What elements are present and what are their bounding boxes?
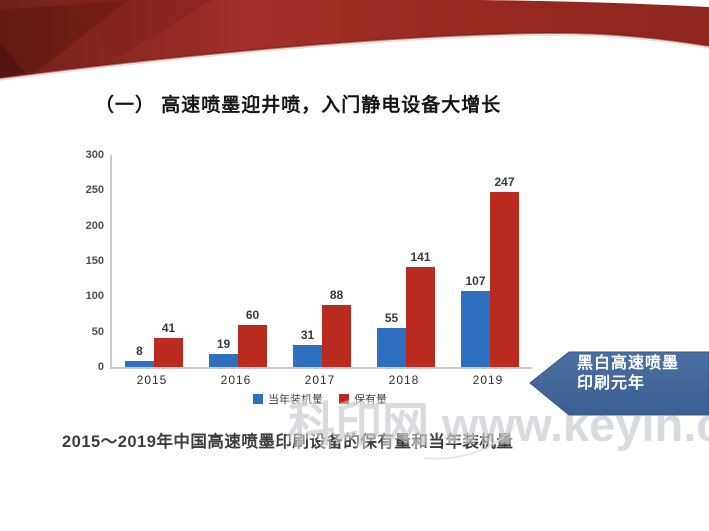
header-red-swoosh <box>0 0 709 81</box>
y-axis-tick-label: 100 <box>85 290 104 303</box>
x-axis-label-2015: 2015 <box>136 373 168 387</box>
chart-legend: 当年装机量 保有量 <box>110 391 530 407</box>
bar-value-label: 141 <box>410 250 431 265</box>
legend-item-当年装机量: 当年装机量 <box>253 391 323 407</box>
bar-value-label: 247 <box>494 175 515 190</box>
bar-value-label: 55 <box>384 311 399 326</box>
x-axis-label-2016: 2016 <box>220 373 252 387</box>
callout-arrow-shape <box>529 351 709 416</box>
legend-label-当年装机量: 当年装机量 <box>268 394 323 406</box>
bar-value-label: 60 <box>245 307 260 322</box>
bar-value-label: 19 <box>216 336 231 351</box>
slide-title: （一） 高速喷墨迎井喷，入门静电设备大增长 <box>95 95 502 116</box>
y-axis-tick-label: 250 <box>85 184 104 197</box>
x-axis-label-2018: 2018 <box>388 373 420 387</box>
x-axis-label-2017: 2017 <box>304 373 336 387</box>
bar-当年装机量-2016 <box>209 353 238 367</box>
legend-swatch-保有量 <box>339 394 349 404</box>
bar-当年装机量-2017 <box>293 345 322 367</box>
bar-保有量-2017 <box>322 304 351 367</box>
bar-value-label: 8 <box>136 344 143 359</box>
callout-line-2: 印刷元年 <box>577 375 646 392</box>
bar-保有量-2018 <box>406 267 435 367</box>
bar-当年装机量-2018 <box>377 328 406 367</box>
y-axis-tick-label: 300 <box>85 149 104 161</box>
y-axis-tick-label: 150 <box>85 255 104 267</box>
bar-当年装机量-2015 <box>125 361 154 367</box>
bar-value-label: 88 <box>329 287 344 302</box>
bar-value-label: 31 <box>300 328 315 343</box>
callout-line-1: 黑白高速喷墨 <box>577 355 680 372</box>
bar-保有量-2019 <box>490 192 519 367</box>
legend-swatch-当年装机量 <box>253 394 263 404</box>
bar-当年装机量-2019 <box>461 291 490 367</box>
bar-保有量-2015 <box>154 338 183 367</box>
chart-plot-area: 8 41 19 60 31 88 55 141 107 247 <box>110 155 532 369</box>
bar-value-label: 107 <box>465 274 486 289</box>
y-axis-tick-label: 0 <box>97 361 104 373</box>
legend-item-保有量: 保有量 <box>339 391 387 407</box>
legend-label-保有量: 保有量 <box>354 394 387 406</box>
bar-保有量-2016 <box>238 324 267 367</box>
y-axis-tick-label: 200 <box>85 219 104 232</box>
bar-value-label: 41 <box>161 321 176 336</box>
y-axis-tick-label: 50 <box>91 325 104 338</box>
bar-chart: 8 41 19 60 31 88 55 141 107 247 当年装机量 保有量 0 50 100 15… <box>78 149 558 425</box>
callout-text: 黑白高速喷墨 印刷元年 <box>577 354 679 394</box>
chart-caption: 2015～2019年中国高速喷墨印刷设备的保有量和当年装机量 <box>62 433 514 451</box>
x-axis-label-2019: 2019 <box>472 373 504 387</box>
